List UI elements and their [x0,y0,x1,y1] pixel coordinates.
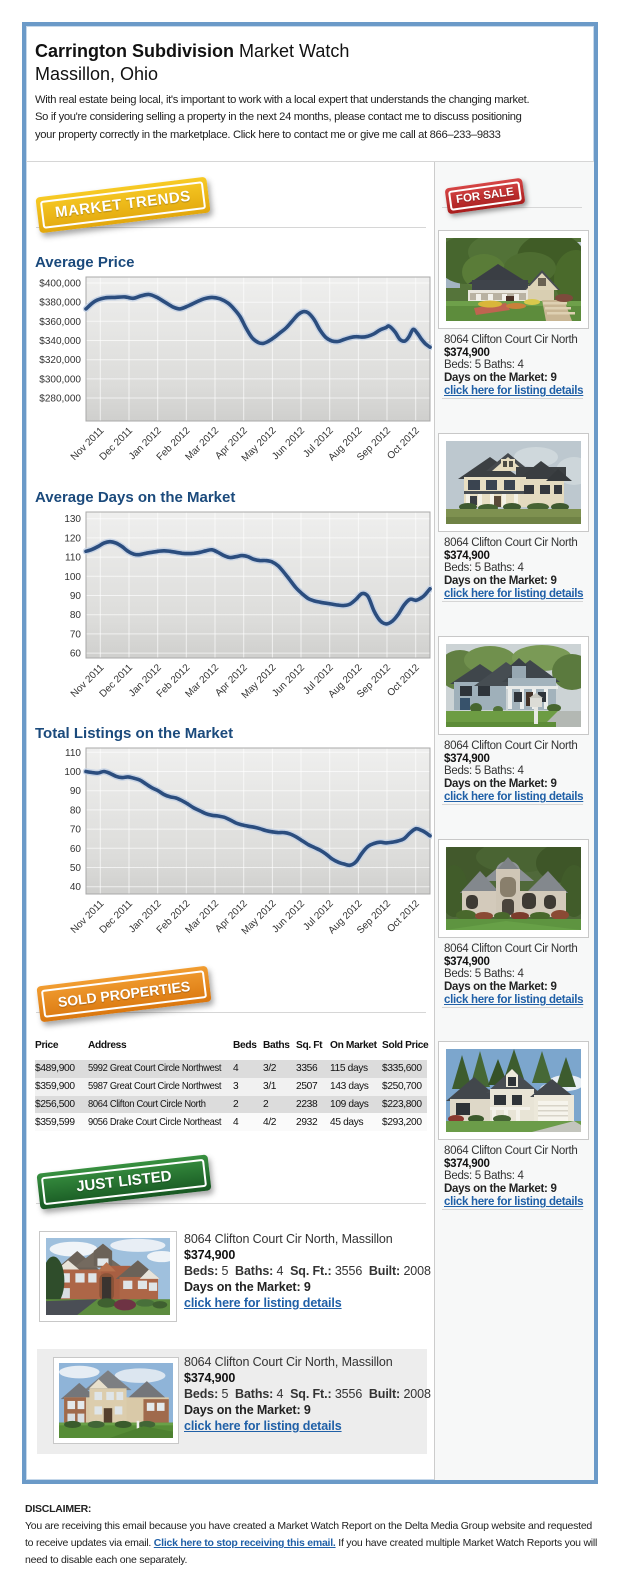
svg-text:$400,000: $400,000 [39,279,81,290]
svg-text:130: 130 [64,514,81,525]
svg-text:90: 90 [70,591,82,602]
svg-text:60: 60 [70,844,82,855]
svg-text:90: 90 [70,786,82,797]
svg-text:$380,000: $380,000 [39,298,81,309]
svg-text:70: 70 [70,825,82,836]
svg-text:100: 100 [64,572,81,583]
svg-text:$320,000: $320,000 [39,355,81,366]
svg-text:80: 80 [70,805,82,816]
svg-text:$300,000: $300,000 [39,374,81,385]
svg-text:110: 110 [65,748,81,759]
svg-text:$340,000: $340,000 [39,336,81,347]
svg-text:50: 50 [70,863,82,874]
svg-text:110: 110 [65,553,81,564]
svg-text:$360,000: $360,000 [39,317,81,328]
svg-text:80: 80 [70,610,82,621]
svg-text:120: 120 [64,533,81,544]
svg-text:60: 60 [70,649,82,660]
svg-text:100: 100 [64,767,81,778]
svg-text:70: 70 [70,629,82,640]
svg-text:Oct 2012: Oct 2012 [385,898,422,935]
svg-text:Oct 2012: Oct 2012 [385,662,422,699]
svg-text:Oct 2012: Oct 2012 [385,425,422,462]
svg-text:$280,000: $280,000 [39,394,81,405]
svg-text:40: 40 [70,882,82,893]
